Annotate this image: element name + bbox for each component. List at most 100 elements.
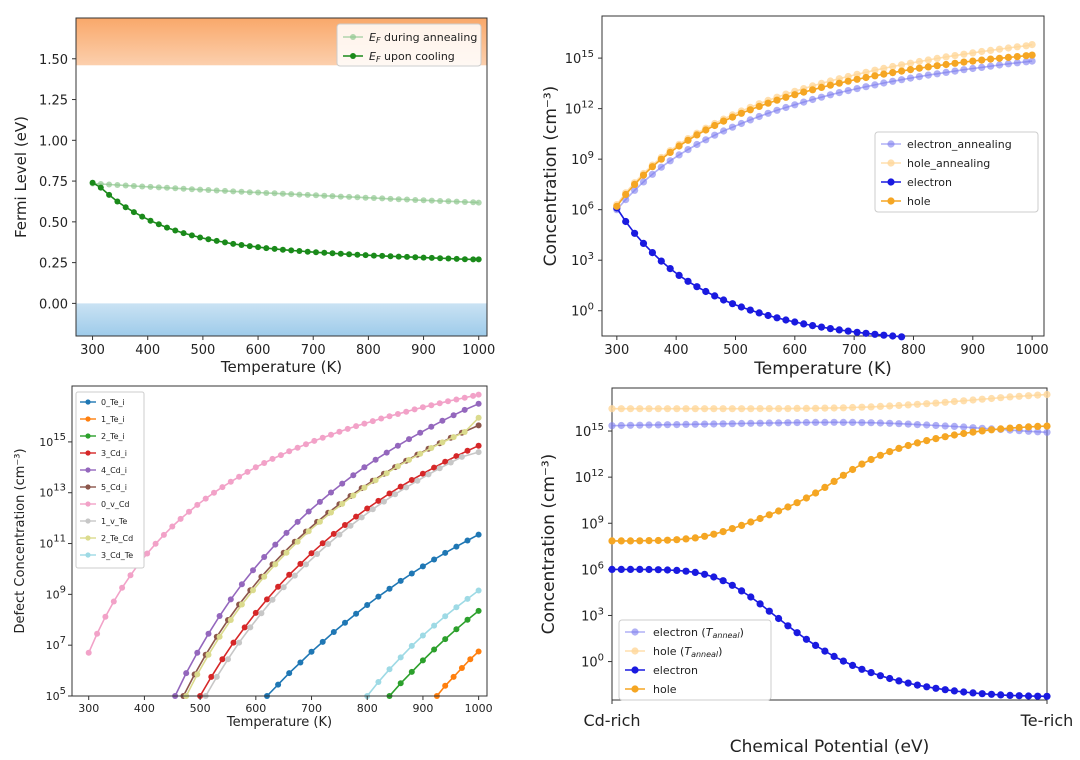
series-2-point-3	[419, 657, 426, 664]
series-3-point-12	[330, 530, 337, 537]
series-1-point-17	[765, 405, 773, 413]
series-7-point-16	[380, 498, 387, 505]
series-6-point-10	[169, 523, 176, 530]
series-7-point-7	[280, 584, 287, 591]
series-1-point-30	[886, 402, 894, 410]
legend-label-6: 0_v_Cd	[101, 500, 130, 509]
y-tick-label: 100	[571, 302, 594, 320]
series-0-point-12	[720, 127, 728, 135]
series-3-point-21	[802, 494, 811, 502]
series-3-point-15	[364, 505, 371, 512]
series-1-point-34	[915, 57, 924, 66]
series-7-point-3	[236, 639, 243, 646]
series-1-point-12	[719, 405, 727, 413]
series-1-point-34	[923, 400, 931, 408]
series-0-point-11	[711, 131, 719, 139]
series-6-point-32	[353, 423, 360, 430]
series-4-point-4	[216, 613, 223, 619]
series-0-point-30	[337, 193, 344, 200]
series-3-point-4	[648, 163, 657, 171]
series-0-point-19	[246, 189, 253, 196]
series-2-point-16	[755, 309, 763, 317]
series-6-point-29	[328, 431, 334, 438]
legend-label-0: EF during annealing	[369, 31, 477, 45]
series-3-point-36	[941, 433, 949, 441]
series-3-point-24	[826, 81, 835, 89]
x-tick-label: 700	[301, 343, 326, 358]
series-6-point-42	[436, 400, 443, 407]
series-2-point-7	[464, 616, 471, 623]
series-2-point-30	[886, 674, 894, 683]
series-8-point-23	[439, 439, 446, 446]
series-2-point-27	[858, 665, 866, 673]
series-3-point-32	[898, 67, 906, 75]
series-0-point-17	[765, 419, 773, 427]
series-1-point-18	[238, 242, 245, 248]
series-4-point-14	[328, 489, 334, 496]
series-0-point-5	[654, 421, 662, 429]
series-8-point-24	[450, 434, 457, 441]
y-tick-label-base: 10	[565, 52, 582, 67]
y-tick-label-base: 10	[571, 254, 588, 269]
series-1-point-18	[775, 405, 783, 413]
valence-band	[76, 303, 487, 336]
series-0-point-3	[297, 659, 304, 666]
series-8-point-7	[261, 573, 268, 580]
series-1-point-3	[636, 405, 644, 413]
series-3-point-24	[464, 447, 471, 454]
series-2-point-41	[987, 690, 996, 698]
series-2-point-3	[636, 565, 644, 574]
series-1-point-37	[942, 53, 950, 61]
series-3-point-18	[397, 483, 404, 490]
series-3-point-8	[286, 571, 293, 578]
series-3-point-14	[353, 513, 360, 520]
series-1-point-10	[701, 405, 709, 413]
series-0-point-26	[849, 418, 857, 426]
legend-marker	[85, 535, 91, 541]
series-0-point-15	[213, 187, 220, 194]
series-6-point-23	[277, 452, 284, 459]
series-1-point-37	[950, 397, 959, 406]
series-4-point-21	[406, 436, 412, 443]
series-2-point-5	[442, 636, 449, 643]
series-0-point-10	[172, 185, 179, 192]
x-tick-label: Cd-rich	[583, 711, 640, 730]
series-3-point-12	[720, 117, 728, 125]
legend-label-1: hole_annealing	[907, 157, 990, 170]
series-0-point-45	[1013, 59, 1021, 67]
series-2-point-19	[784, 622, 792, 630]
series-3-point-4	[645, 537, 653, 545]
series-1-point-1	[97, 184, 104, 191]
series-6-point-40	[419, 404, 426, 411]
y-tick-label: 1013	[39, 483, 66, 500]
series-4-point-5	[227, 596, 234, 603]
series-3-point-21	[431, 464, 438, 471]
series-0-point-11	[386, 585, 393, 592]
y-tick-label-base: 10	[581, 656, 598, 671]
series-3-point-28	[862, 73, 870, 82]
series-2-point-5	[654, 566, 662, 574]
series-0-point-34	[370, 195, 377, 201]
x-tick-label: 500	[190, 702, 211, 715]
series-0-point-2	[626, 421, 635, 429]
x-tick-label: Te-rich	[1020, 711, 1074, 730]
series-1-point-29	[876, 402, 885, 410]
series-8-point-19	[394, 463, 401, 470]
legend-label-0: electron_annealing	[907, 138, 1012, 151]
series-3-point-11	[319, 540, 326, 547]
series-1-point-31	[346, 251, 353, 258]
x-tick-label: 900	[411, 343, 436, 358]
series-1-point-36	[933, 54, 941, 63]
series-0-point-20	[793, 419, 801, 427]
legend-label-0: 0_Te_i	[101, 398, 125, 407]
y-tick-label-base: 10	[581, 563, 598, 578]
series-1-point-40	[978, 395, 986, 403]
series-2-point-31	[895, 677, 903, 685]
series-1-point-34	[370, 252, 377, 259]
series-2-point-4	[645, 565, 653, 574]
series-2-point-21	[802, 635, 811, 643]
series-2-point-23	[821, 647, 829, 655]
series-0-point-41	[428, 197, 435, 204]
series-6-point-14	[202, 495, 209, 502]
series-2-point-2	[626, 565, 635, 574]
